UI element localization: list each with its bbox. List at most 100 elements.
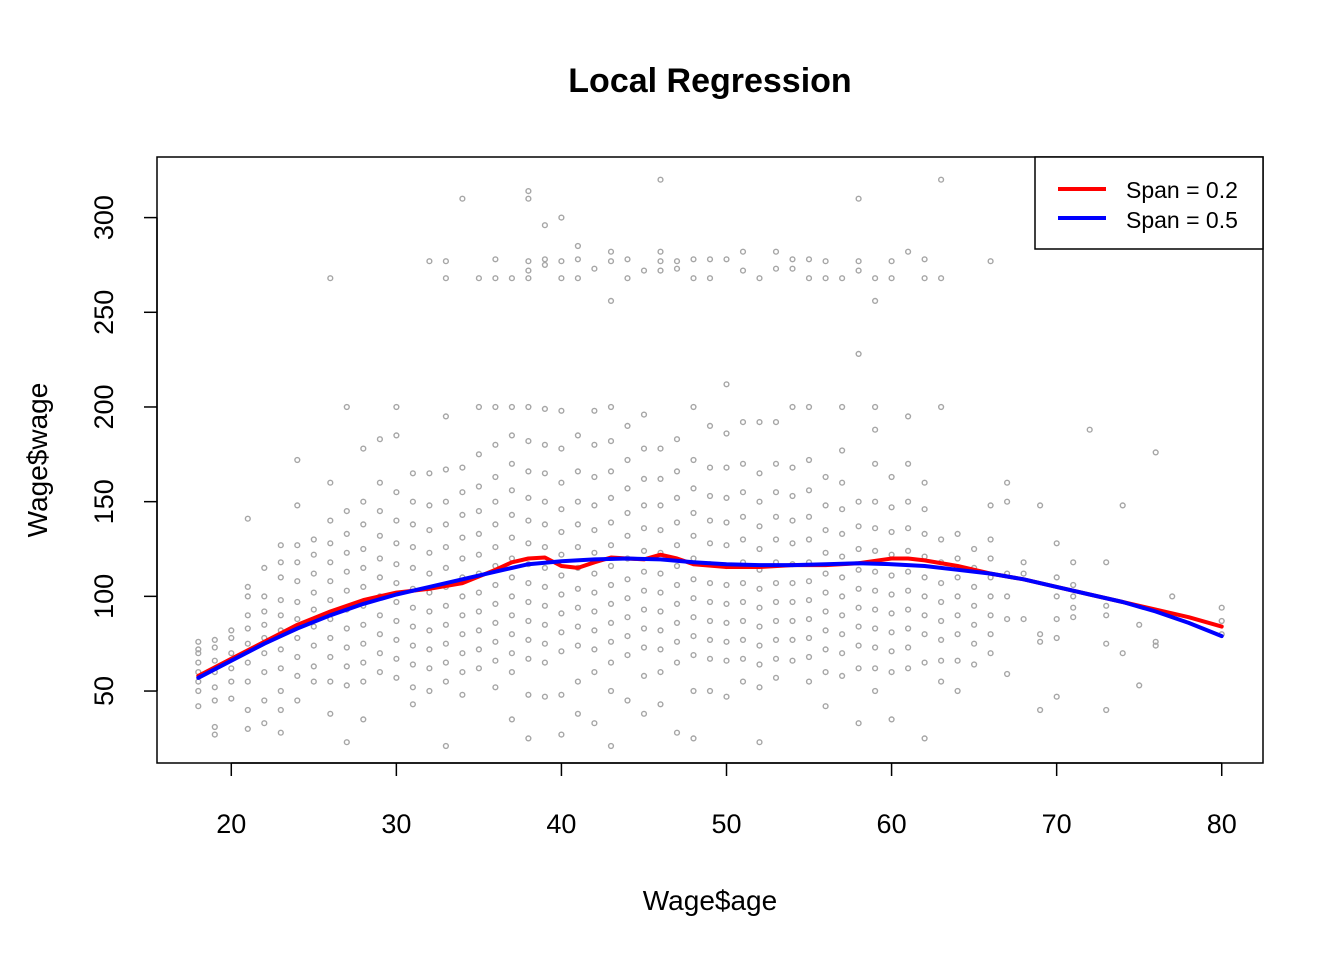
- scatter-point: [211, 697, 218, 704]
- scatter-point: [690, 532, 697, 539]
- scatter-point: [706, 598, 714, 606]
- scatter-point: [970, 545, 978, 553]
- scatter-point: [409, 521, 417, 528]
- scatter-point: [723, 581, 730, 589]
- scatter-point: [558, 528, 565, 536]
- scatter-point: [492, 275, 499, 282]
- scatter-point: [492, 521, 499, 528]
- scatter-point: [657, 627, 664, 634]
- scatter-point: [426, 608, 433, 615]
- scatter-point: [987, 555, 994, 562]
- scatter-point: [723, 519, 730, 526]
- scatter-point: [277, 612, 284, 619]
- scatter-point: [558, 445, 565, 452]
- scatter-point: [607, 542, 615, 549]
- scatter-point: [640, 606, 648, 613]
- scatter-point: [541, 521, 549, 528]
- scatter-point: [607, 562, 615, 570]
- scatter-point: [888, 629, 895, 636]
- scatter-point: [376, 508, 384, 515]
- scatter-point: [195, 659, 202, 666]
- scatter-point: [607, 519, 615, 526]
- scatter-point: [789, 598, 796, 606]
- scatter-point: [244, 640, 251, 647]
- scatter-point: [591, 608, 598, 615]
- scatter-point: [1020, 615, 1027, 623]
- scatter-point: [607, 619, 615, 627]
- scatter-point: [723, 542, 730, 549]
- scatter-point: [360, 498, 367, 505]
- scatter-point: [706, 422, 714, 430]
- scatter-point: [954, 574, 961, 581]
- scatter-point: [475, 627, 483, 634]
- y-tick-label: 150: [89, 479, 119, 524]
- scatter-point: [459, 534, 466, 541]
- scatter-point: [954, 530, 961, 538]
- scatter-point: [871, 460, 879, 467]
- scatter-point: [723, 693, 730, 700]
- scatter-point: [954, 612, 961, 619]
- scatter-point: [756, 642, 763, 649]
- scatter-point: [640, 411, 648, 418]
- y-tick-label: 200: [89, 384, 119, 429]
- scatter-point: [838, 530, 846, 538]
- y-tick-label: 100: [89, 574, 119, 619]
- scatter-point: [277, 596, 284, 604]
- scatter-point: [475, 608, 483, 615]
- scatter-point: [987, 593, 994, 600]
- scatter-point: [756, 419, 763, 426]
- scatter-point: [937, 678, 945, 685]
- scatter-point: [822, 502, 829, 509]
- scatter-point: [871, 498, 879, 505]
- scatter-point: [459, 195, 466, 202]
- scatter-point: [393, 403, 400, 411]
- scatter-point: [1169, 593, 1176, 600]
- scatter-point: [624, 651, 631, 659]
- scatter-point: [640, 672, 648, 680]
- scatter-point: [492, 498, 499, 505]
- scatter-point: [409, 498, 417, 505]
- scatter-point: [657, 608, 664, 615]
- scatter-point: [921, 479, 928, 486]
- scatter-point: [211, 657, 218, 664]
- scatter-point: [723, 464, 730, 471]
- scatter-point: [756, 739, 763, 746]
- scatter-point: [1003, 498, 1011, 505]
- scatter-point: [706, 636, 714, 644]
- scatter-point: [409, 623, 417, 630]
- scatter-point: [558, 275, 565, 282]
- scatter-point: [475, 589, 483, 596]
- scatter-point: [343, 625, 350, 632]
- scatter-point: [591, 646, 598, 653]
- scatter-point: [673, 619, 681, 627]
- scatter-point: [673, 638, 681, 645]
- scatter-point: [574, 498, 582, 505]
- scatter-point: [1103, 706, 1110, 714]
- scatter-point: [888, 591, 895, 598]
- scatter-point: [360, 678, 367, 685]
- scatter-point: [706, 655, 714, 662]
- scatter-point: [426, 258, 433, 265]
- scatter-point: [492, 684, 499, 691]
- scatter-point: [360, 640, 367, 647]
- scatter-point: [294, 672, 301, 680]
- scatter-point: [409, 701, 417, 708]
- scatter-point: [954, 593, 961, 600]
- scatter-point: [838, 672, 846, 680]
- scatter-point: [541, 405, 549, 413]
- scatter-point: [558, 506, 565, 513]
- scatter-point: [541, 261, 549, 269]
- scatter-point: [327, 540, 334, 547]
- scatter-point: [756, 498, 763, 505]
- scatter-point: [591, 720, 598, 727]
- scatter-point: [525, 517, 532, 524]
- scatter-point: [294, 598, 301, 606]
- scatter-point: [772, 636, 780, 644]
- scatter-point: [261, 668, 268, 676]
- scatter-point: [673, 542, 681, 549]
- scatter-point: [277, 559, 284, 566]
- scatter-point: [822, 275, 829, 282]
- scatter-point: [607, 468, 615, 475]
- scatter-point: [442, 564, 450, 572]
- scatter-point: [921, 631, 928, 638]
